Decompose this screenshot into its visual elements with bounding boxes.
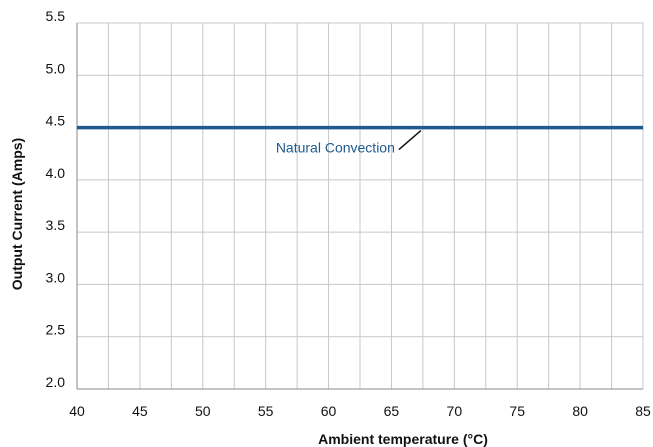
y-tick-label: 5.5	[46, 8, 66, 24]
x-tick-label: 55	[258, 403, 274, 419]
x-tick-label: 65	[384, 403, 400, 419]
y-tick-label: 4.5	[46, 113, 66, 129]
annotations: Natural Convection	[276, 130, 422, 156]
y-tick-label: 2.5	[46, 322, 66, 338]
y-tick-label: 3.5	[46, 217, 66, 233]
x-tick-label: 45	[132, 403, 148, 419]
x-tick-label: 40	[69, 403, 85, 419]
y-axis-title: Output Current (Amps)	[9, 138, 25, 290]
y-tick-label: 2.0	[46, 374, 66, 390]
x-tick-label: 70	[447, 403, 463, 419]
x-tick-label: 50	[195, 403, 211, 419]
x-axis-title: Ambient temperature (°C)	[318, 431, 488, 447]
axes	[76, 23, 643, 390]
y-tick-label: 3.0	[46, 269, 66, 285]
x-tick-label: 80	[572, 403, 588, 419]
y-tick-label: 4.0	[46, 165, 66, 181]
annotation-label: Natural Convection	[276, 140, 395, 156]
annotation-leader-line	[398, 130, 422, 151]
gridlines	[76, 22, 644, 390]
y-tick-label: 5.0	[46, 60, 66, 76]
x-tick-label: 75	[509, 403, 525, 419]
y-tick-labels: 2.0 2.5 3.0 3.5 4.0 4.5 5.0 5.5	[46, 8, 66, 390]
x-tick-label: 60	[321, 403, 337, 419]
x-tick-label: 85	[635, 403, 651, 419]
x-tick-labels: 40 45 50 55 60 65 70 75 80 85	[69, 403, 651, 419]
